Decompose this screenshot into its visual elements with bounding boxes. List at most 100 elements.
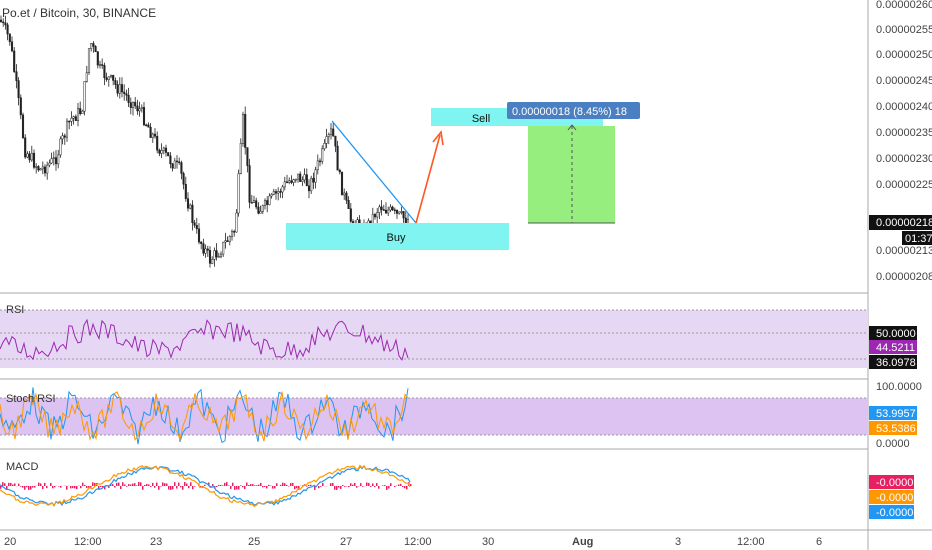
macd-bar [362,486,364,487]
candle-body [182,173,185,185]
candle-body [299,173,302,182]
candle-body [208,250,212,264]
candle-body [101,64,104,66]
macd-bar [188,486,190,489]
price-tick: 0.00000260 [876,0,932,11]
candle-body [327,134,330,137]
macd-bar [320,486,322,487]
candle-body [349,208,352,222]
rsi-band [0,310,868,368]
candle-body [63,135,66,138]
candle-body [279,191,282,193]
candle-body [156,136,159,151]
stoch-top-value: 100.0000 [876,381,922,393]
candle-body [307,185,311,192]
candle-body [8,33,11,43]
candle-body [257,206,260,214]
macd-bar [266,486,268,489]
candle-body [380,206,383,210]
macd-signal-line [0,464,411,508]
candle-body [59,138,62,156]
rsi-upper-badge [869,326,917,340]
candle-body [301,179,304,182]
macd-title: MACD [6,461,38,473]
rsi-lower-value: 36.0978 [876,357,916,369]
time-tick: 23 [150,536,162,548]
candle-body [50,158,53,164]
macd-bar [74,486,76,489]
macd-value-badge [869,505,914,519]
time-tick: 3 [675,536,681,548]
macd-bar [66,486,68,490]
macd-bar [356,486,358,488]
candle-body [15,71,18,81]
candle-body [200,241,203,244]
candle-body [387,209,390,214]
macd-signal-value: -0.0000 [876,492,913,504]
macd-bar [228,485,230,486]
macd-bar [404,486,406,489]
stoch-k-line [0,387,409,445]
candle-body [46,164,49,174]
candle-body [142,107,146,126]
macd-bar [224,482,226,486]
macd-bar [296,486,298,489]
time-axis[interactable]: 20 12:00 23 25 27 12:00 30 Aug 3 12:00 6 [4,536,822,548]
macd-bar [402,486,404,488]
candle-body [2,21,5,24]
macd-bar [94,482,96,486]
candle-body [175,160,179,163]
candle-body [48,162,51,166]
macd-bar [382,485,384,486]
buy-zone-box[interactable] [286,223,509,250]
macd-bar [246,482,248,486]
macd-line [0,465,411,507]
macd-bar [30,486,32,490]
rsi-line [0,318,409,361]
candle-body [259,211,262,214]
macd-bar [400,483,402,486]
buy-label: Buy [387,232,406,244]
macd-bar [190,482,192,486]
macd-bar [46,486,48,489]
candle-body [127,94,130,103]
macd-bar [238,486,240,490]
macd-bar [294,486,296,490]
macd-bar [262,486,264,488]
macd-bar [192,486,194,490]
candle-body [107,76,110,80]
candle-body [4,22,7,26]
candle-body [61,135,64,140]
candle-body [134,101,137,107]
measure-label: 0.00000018 (8.45%) 18 [512,106,627,118]
candle-body [270,194,273,197]
macd-bar [390,483,392,486]
macd-bar [58,486,60,487]
macd-bar [226,482,228,486]
macd-bar [108,486,110,488]
stoch-title: Stoch RSI [6,393,56,405]
macd-bar [272,486,274,489]
macd-bar [318,486,320,489]
candle-body [178,161,181,164]
macd-bar [42,486,44,490]
stoch-k-badge [869,406,917,420]
macd-bar [352,484,354,486]
macd-bar [22,486,24,488]
projection-arrow[interactable] [415,134,441,224]
candle-body [171,163,174,169]
candle-body [288,180,291,183]
trend-line[interactable] [331,120,417,224]
candle-body [400,211,403,213]
symbol-title[interactable]: Po.et / Bitcoin, 30, BINANCE [2,6,156,20]
macd-bar [118,482,120,486]
price-axis[interactable]: 0.00000260 0.00000255 0.00000250 0.00000… [876,0,932,283]
candle-body [32,152,36,168]
candle-body [402,211,405,219]
time-tick: 6 [816,536,822,548]
candle-body [373,214,377,218]
candle-body [266,200,269,205]
macd-bar [60,486,62,488]
sell-label: Sell [472,113,490,125]
